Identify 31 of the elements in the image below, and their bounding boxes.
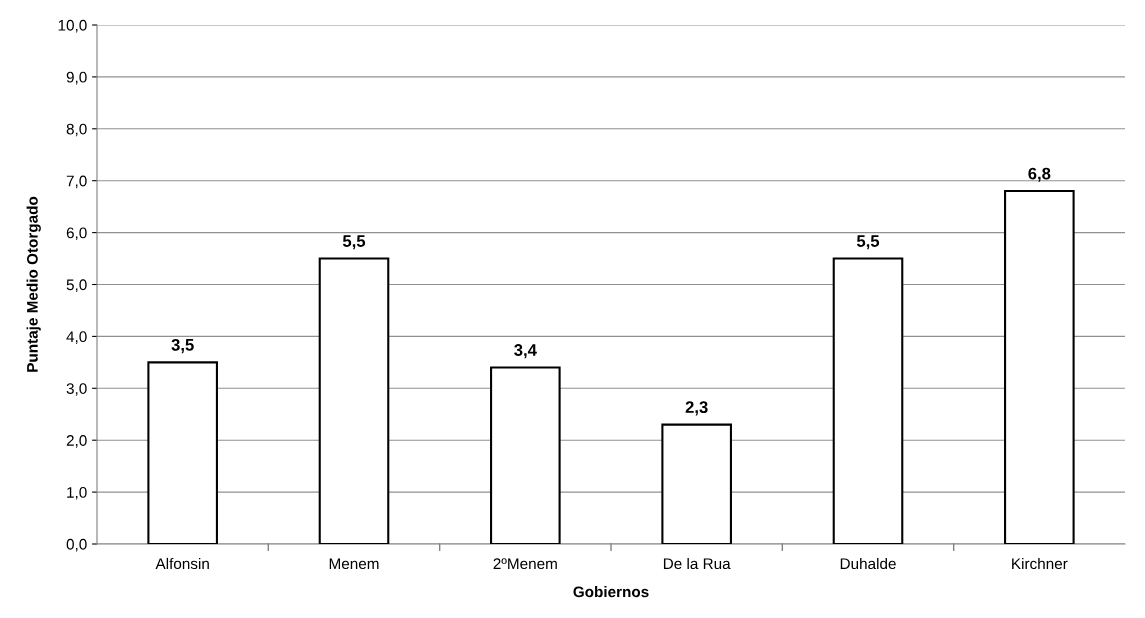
y-tick-label: 3,0 <box>66 383 87 396</box>
y-tick-label: 6,0 <box>66 227 87 241</box>
y-tick-label: 2,0 <box>66 435 87 448</box>
y-axis-title: Puntaje Medio Otorgado <box>26 196 41 372</box>
x-tick-label: De la Rua <box>663 557 731 570</box>
x-tick-label: Menem <box>329 558 379 570</box>
data-label: 5,5 <box>856 235 880 250</box>
x-axis-title: Gobiernos <box>573 586 649 598</box>
x-tick-label: Kirchner <box>1012 557 1068 570</box>
data-label: 3,4 <box>514 344 537 359</box>
bar <box>318 257 390 544</box>
data-label: 6,8 <box>1028 167 1051 182</box>
y-tick-label: 7,0 <box>66 175 87 189</box>
bar <box>832 257 904 544</box>
data-label: 3,5 <box>171 338 194 354</box>
data-label: 2,3 <box>685 401 708 416</box>
y-tick-label: 4,0 <box>66 331 87 344</box>
y-tick-label: 1,0 <box>67 486 87 500</box>
bar <box>490 366 561 544</box>
y-tick-label: 10,0 <box>58 19 87 33</box>
bar <box>147 361 218 544</box>
y-tick-label: 8,0 <box>66 123 87 137</box>
bar <box>661 423 732 544</box>
bar <box>1004 190 1075 544</box>
x-tick-label: Duhalde <box>840 557 896 570</box>
y-tick-label: 0,0 <box>66 538 87 552</box>
data-label: 5,5 <box>342 235 366 250</box>
x-tick-label: Alfonsin <box>155 557 209 570</box>
y-tick-label: 5,0 <box>66 279 87 292</box>
x-tick-label: 2ºMenem <box>493 558 557 570</box>
y-tick-label: 9,0 <box>66 71 87 85</box>
